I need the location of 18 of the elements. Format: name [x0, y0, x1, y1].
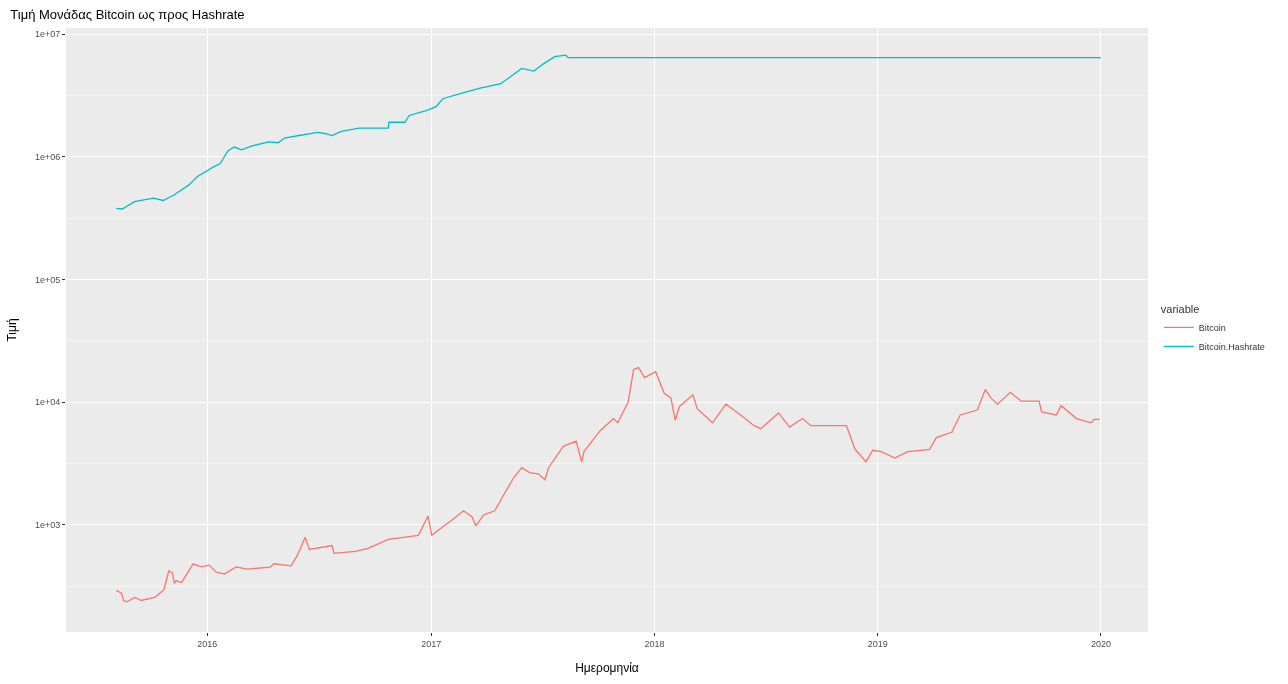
x-tick-label: 2017 [421, 638, 442, 649]
legend-label: Bitcoin [1198, 322, 1226, 333]
y-tick-label: 1e+03 [34, 520, 61, 531]
x-tick-label: 2018 [644, 638, 665, 649]
y-tick-label: 1e+05 [34, 274, 61, 285]
line-series [115, 54, 1102, 210]
x-tick-label: 2016 [197, 638, 218, 649]
line-series [115, 366, 1101, 603]
x-tick-label: 2019 [867, 638, 888, 649]
y-tick-label: 1e+07 [34, 29, 61, 40]
y-tick-label: 1e+04 [34, 397, 61, 408]
y-axis-title: Τιμή [5, 318, 20, 342]
legend-title: variable [1160, 302, 1200, 315]
chart-title: Τιμή Μονάδας Bitcoin ως προς Hashrate [10, 7, 245, 23]
y-tick-label: 1e+06 [34, 151, 61, 162]
x-axis-title: Ημερομηνία [575, 660, 639, 675]
legend-label: Bitcoin.Hashrate [1198, 341, 1265, 352]
x-tick-label: 2020 [1090, 638, 1111, 649]
